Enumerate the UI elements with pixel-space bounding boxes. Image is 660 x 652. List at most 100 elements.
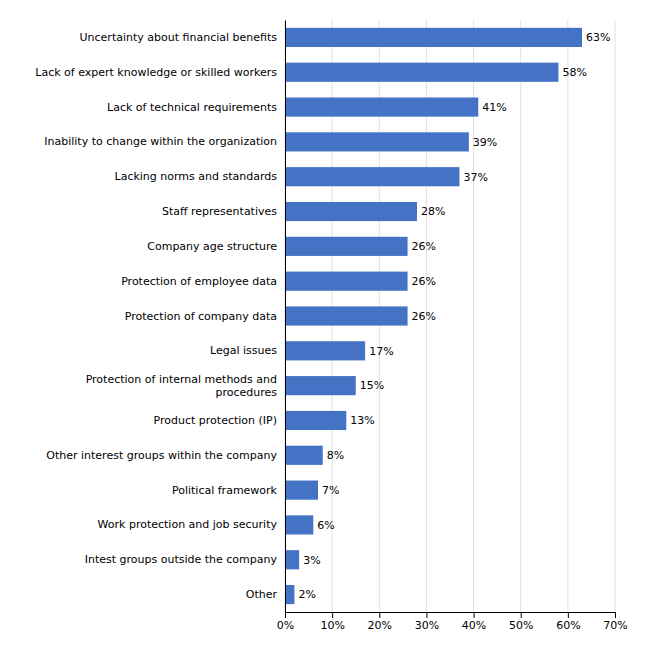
y-tick: Company age structure (147, 240, 285, 253)
data-label: 7% (322, 484, 339, 497)
y-tick: Other (246, 588, 285, 601)
x-tick-label: 10% (320, 619, 344, 632)
y-tick: Protection of internal methods andproced… (86, 373, 285, 399)
x-axis: 0% 10% 20% 30% 40% 50% 60% 70% (277, 612, 628, 632)
bar (285, 97, 478, 116)
y-tick: Protection of employee data (121, 275, 285, 288)
x-tick-label: 70% (603, 619, 627, 632)
bar (285, 63, 558, 82)
y-tick-label: Protection of company data (125, 310, 277, 323)
grid-line (567, 20, 568, 612)
data-label: 26% (412, 275, 436, 288)
x-tick: 20% (368, 612, 392, 632)
y-tick: Lacking norms and standards (115, 170, 285, 183)
bar (285, 550, 299, 569)
grid-line (285, 20, 286, 612)
bar (285, 341, 365, 360)
x-tick: 40% (462, 612, 486, 632)
x-tick-mark (332, 612, 333, 618)
x-tick-label: 40% (462, 619, 486, 632)
x-tick-label: 50% (509, 619, 533, 632)
data-label: 8% (327, 449, 344, 462)
x-tick-mark (568, 612, 569, 618)
y-tick-label: Legal issues (210, 344, 277, 357)
y-tick: Staff representatives (162, 205, 285, 218)
y-tick: Other interest groups within the company (46, 449, 285, 462)
y-tick-label: Work protection and job security (98, 518, 278, 531)
y-tick-label: Inability to change within the organizat… (44, 135, 277, 148)
y-tick-label: Staff representatives (162, 205, 277, 218)
x-tick: 0% (277, 612, 294, 632)
x-tick-mark (426, 612, 427, 618)
x-tick: 70% (603, 612, 627, 632)
y-tick: Political framework (172, 484, 285, 497)
grid-line (615, 20, 616, 612)
y-tick-label: Protection of employee data (121, 275, 277, 288)
chart-container: 2%3%6%7%8%13%15%17%26%26%26%28%37%39%41%… (0, 0, 660, 652)
y-tick-label: Product protection (IP) (154, 414, 277, 427)
y-tick: Intest groups outside the company (85, 553, 285, 566)
x-axis-line (286, 613, 616, 619)
grid (285, 20, 615, 612)
y-tick: Protection of company data (125, 310, 285, 323)
data-label: 26% (412, 310, 436, 323)
y-tick: Legal issues (210, 344, 285, 357)
x-tick-label: 60% (556, 619, 580, 632)
y-tick: Work protection and job security (98, 518, 285, 531)
data-label: 28% (421, 205, 445, 218)
data-label: 3% (303, 554, 320, 567)
x-tick: 60% (556, 612, 580, 632)
x-tick-label: 20% (368, 619, 392, 632)
data-label: 2% (298, 588, 315, 601)
bar (285, 132, 469, 151)
bar (285, 376, 356, 395)
bar (285, 306, 408, 325)
bar (285, 481, 318, 500)
data-label: 17% (369, 345, 393, 358)
data-label: 15% (360, 379, 384, 392)
x-tick-mark (615, 612, 616, 618)
y-axis: Other Intest groups outside the company Wo… (35, 21, 285, 613)
data-label: 41% (482, 101, 506, 114)
y-tick-label: Lack of expert knowledge or skilled work… (35, 66, 277, 79)
y-tick-label: Intest groups outside the company (85, 553, 278, 566)
y-tick-label: Company age structure (147, 240, 277, 253)
y-tick-label: Other (246, 588, 278, 601)
data-label: 58% (562, 66, 586, 79)
x-tick: 10% (320, 612, 344, 632)
data-label: 13% (350, 414, 374, 427)
x-tick-label: 0% (277, 619, 294, 632)
bar (285, 28, 582, 47)
bar (285, 202, 417, 221)
y-tick: Uncertainty about financial benefits (80, 31, 285, 44)
x-tick-mark (521, 612, 522, 618)
x-tick: 30% (415, 612, 439, 632)
y-tick: Product protection (IP) (154, 414, 285, 427)
x-tick-mark (379, 612, 380, 618)
data-label: 39% (473, 136, 497, 149)
chart-svg: 2%3%6%7%8%13%15%17%26%26%26%28%37%39%41%… (0, 0, 660, 652)
y-tick-label: Lacking norms and standards (115, 170, 278, 183)
grid-line (520, 20, 521, 612)
data-label: 37% (463, 171, 487, 184)
y-tick: Lack of expert knowledge or skilled work… (35, 66, 285, 79)
x-tick-label: 30% (415, 619, 439, 632)
y-tick-label: Protection of internal methods andproced… (86, 373, 278, 399)
bar (285, 272, 408, 291)
bar (285, 515, 313, 534)
data-labels: 2%3%6%7%8%13%15%17%26%26%26%28%37%39%41%… (298, 31, 610, 601)
x-tick-mark (285, 612, 286, 618)
y-tick-label: Lack of technical requirements (107, 101, 277, 114)
bar (285, 585, 294, 604)
y-tick: Inability to change within the organizat… (44, 135, 285, 148)
y-tick-label-line: procedures (215, 385, 277, 398)
y-tick-label: Other interest groups within the company (46, 449, 277, 462)
data-label: 63% (586, 31, 610, 44)
plot-area: 2%3%6%7%8%13%15%17%26%26%26%28%37%39%41%… (35, 20, 627, 632)
x-tick: 50% (509, 612, 533, 632)
y-tick-label: Uncertainty about financial benefits (80, 31, 278, 44)
bar (285, 411, 346, 430)
data-label: 26% (412, 240, 436, 253)
y-tick: Lack of technical requirements (107, 101, 285, 114)
bar (285, 446, 323, 465)
